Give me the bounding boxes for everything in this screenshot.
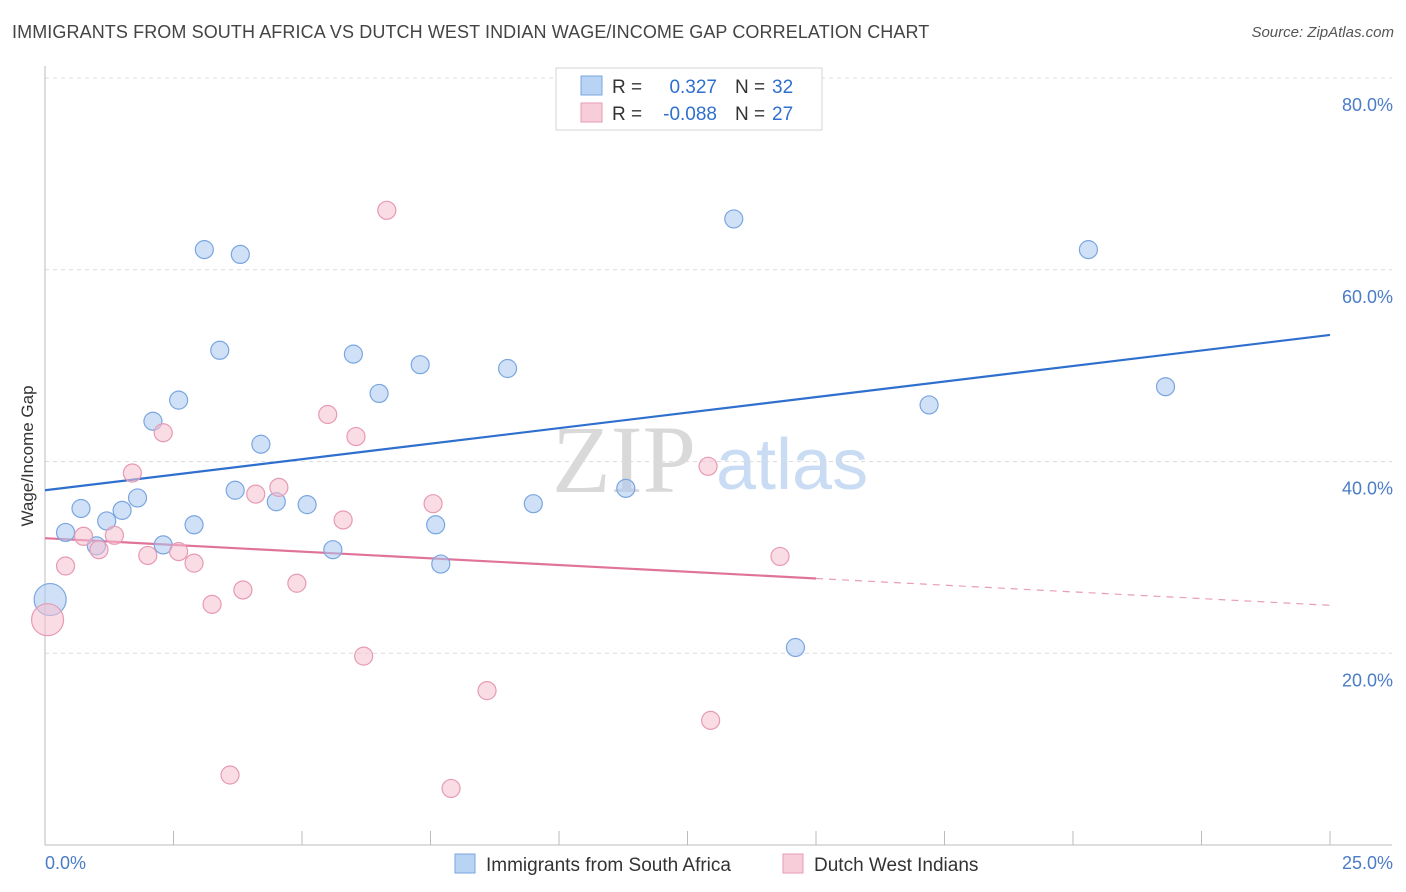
point-dutch-west-indian (169, 542, 189, 562)
axes: 20.0% 40.0% 60.0% 80.0% 0.0% 25.0% (44, 66, 1393, 873)
point-dutch-west-indian (287, 573, 307, 593)
point-dutch-west-indian (269, 477, 289, 497)
y-axis-title: Wage/Income Gap (18, 385, 37, 526)
point-south-africa (785, 637, 806, 658)
point-dutch-west-indian (73, 526, 94, 546)
legend-r-value-2: -0.088 (663, 104, 717, 125)
y-tick-label: 40.0% (1342, 479, 1393, 499)
legend-r-label-2: R = (612, 104, 642, 125)
point-south-africa (297, 495, 317, 515)
trend-line-dutch-west-indian-extension (815, 577, 1331, 606)
y-tick-label: 80.0% (1342, 95, 1393, 115)
point-dutch-west-indian (184, 553, 204, 573)
point-dutch-west-indian (220, 765, 240, 785)
legend-n-label-2: N = (735, 104, 765, 125)
point-south-africa (1078, 240, 1099, 260)
point-south-africa (369, 383, 389, 404)
bottom-legend-label-2: Dutch West Indians (814, 855, 978, 876)
point-dutch-west-indian (246, 484, 266, 504)
legend-r-value-1: 0.327 (669, 77, 717, 98)
x-tick-label: 25.0% (1342, 853, 1393, 873)
point-dutch-west-indian (122, 463, 142, 483)
point-dutch-west-indian (55, 556, 76, 576)
x-tick-label: 0.0% (45, 853, 86, 873)
bottom-legend-swatch-blue (454, 853, 476, 874)
point-south-africa (71, 498, 91, 519)
top-legend: R = 0.327 N = 32 R = -0.088 N = 27 (555, 67, 823, 131)
data-points (30, 200, 1176, 799)
point-south-africa (724, 209, 744, 229)
point-dutch-west-indian (423, 494, 443, 514)
point-south-africa (251, 434, 271, 454)
y-tick-label: 20.0% (1342, 670, 1393, 690)
point-dutch-west-indian (441, 778, 461, 799)
point-south-africa (194, 240, 214, 260)
point-south-africa (523, 494, 543, 514)
bottom-legend-label-1: Immigrants from South Africa (486, 855, 731, 876)
point-south-africa (431, 554, 451, 574)
bottom-legend: Immigrants from South Africa Dutch West … (454, 853, 978, 876)
chart-title: IMMIGRANTS FROM SOUTH AFRICA VS DUTCH WE… (12, 22, 930, 42)
trend-line-south-africa (44, 333, 1331, 492)
point-dutch-west-indian (233, 580, 253, 600)
point-south-africa (616, 478, 636, 498)
point-south-africa (55, 522, 76, 543)
point-south-africa (184, 515, 204, 535)
point-dutch-west-indian (698, 456, 718, 476)
point-dutch-west-indian (477, 681, 497, 701)
point-south-africa (112, 500, 132, 520)
legend-swatch-pink (580, 102, 603, 123)
legend-n-value-2: 27 (772, 104, 793, 125)
legend-n-value-1: 32 (772, 77, 793, 98)
bottom-legend-swatch-pink (782, 853, 804, 874)
legend-r-label-1: R = (612, 77, 642, 98)
point-south-africa (210, 340, 230, 360)
point-dutch-west-indian (701, 710, 721, 730)
point-dutch-west-indian (333, 510, 353, 530)
point-south-africa (1155, 377, 1176, 397)
y-tick-label: 60.0% (1342, 287, 1393, 307)
legend-n-label-1: N = (735, 77, 765, 98)
point-dutch-west-indian (30, 603, 65, 637)
point-south-africa (169, 390, 189, 410)
point-south-africa (919, 395, 939, 415)
point-dutch-west-indian (377, 200, 397, 220)
point-dutch-west-indian (153, 423, 173, 443)
point-dutch-west-indian (770, 546, 790, 567)
point-dutch-west-indian (138, 545, 158, 566)
point-south-africa (426, 515, 446, 535)
point-dutch-west-indian (318, 404, 338, 425)
legend-swatch-blue (580, 75, 603, 96)
point-dutch-west-indian (346, 426, 366, 447)
point-dutch-west-indian (202, 594, 222, 614)
point-south-africa (498, 358, 518, 379)
watermark-atlas: atlas (716, 425, 868, 505)
point-south-africa (343, 344, 363, 364)
point-south-africa (230, 244, 250, 265)
point-south-africa (323, 540, 343, 560)
point-south-africa (410, 355, 430, 375)
point-south-africa (225, 480, 245, 500)
point-dutch-west-indian (104, 525, 124, 545)
point-south-africa (127, 488, 148, 508)
point-dutch-west-indian (354, 646, 374, 666)
point-dutch-west-indian (89, 540, 109, 560)
source-label: Source: ZipAtlas.com (1251, 24, 1394, 41)
gridlines (45, 77, 1392, 654)
